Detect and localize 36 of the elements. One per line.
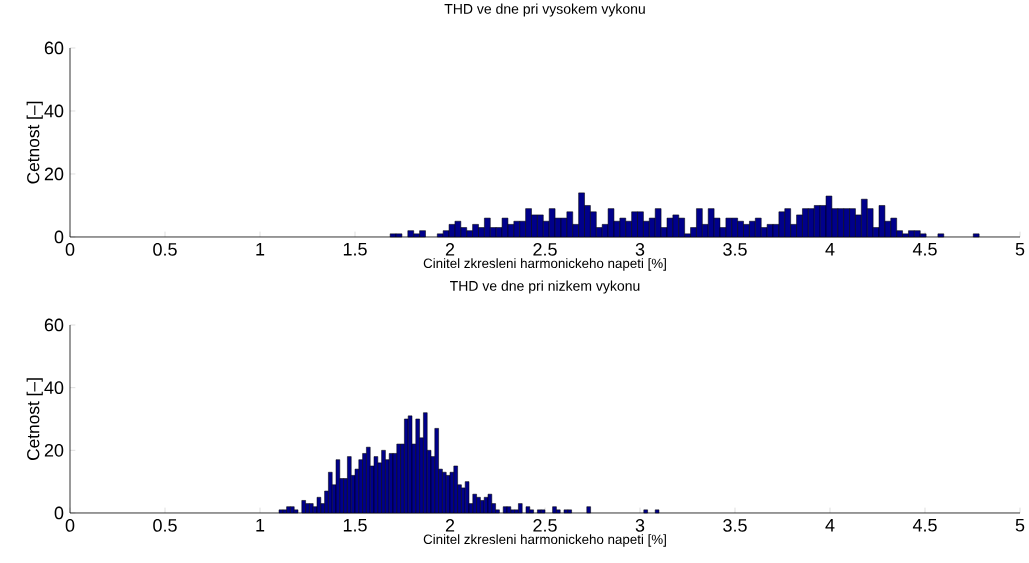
x-tick-label: 1 bbox=[256, 243, 265, 256]
x-tick-label: 4.5 bbox=[912, 519, 937, 532]
x-axis-title: Cinitel zkresleni harmonickeho napeti [%] bbox=[423, 258, 666, 271]
x-tick-label: 2.5 bbox=[533, 519, 557, 532]
x-axis-title: Cinitel zkresleni harmonickeho napeti [%] bbox=[423, 534, 666, 547]
x-tick-label: 0 bbox=[65, 243, 75, 256]
x-tick-label: 5 bbox=[1015, 243, 1025, 256]
y-tick-label: 40 bbox=[44, 381, 64, 395]
x-tick-label: 4 bbox=[825, 243, 835, 256]
x-tick-label: 4.5 bbox=[912, 243, 937, 256]
y-tick-label: 0 bbox=[54, 230, 64, 244]
x-tick-label: 3 bbox=[635, 519, 645, 532]
x-tick-label: 3.5 bbox=[723, 519, 747, 532]
y-tick-label: 20 bbox=[44, 167, 64, 181]
chart-title: THD ve dne pri vysokem vykonu bbox=[444, 3, 645, 17]
x-tick-label: 0 bbox=[65, 519, 75, 532]
chart-title: THD ve dne pri nizkem vykonu bbox=[450, 280, 640, 294]
x-tick-label: 1 bbox=[256, 519, 265, 532]
x-tick-label: 1.5 bbox=[343, 519, 367, 532]
y-axis-title: Cetnost [–] bbox=[26, 101, 43, 184]
y-tick-label: 20 bbox=[44, 443, 64, 457]
x-tick-label: 2.5 bbox=[533, 243, 557, 256]
y-tick-label: 40 bbox=[44, 104, 64, 118]
x-tick-label: 1.5 bbox=[343, 243, 367, 256]
y-tick-label: 60 bbox=[44, 41, 64, 55]
y-axis-title: Cetnost [–] bbox=[26, 378, 43, 461]
x-tick-label: 5 bbox=[1015, 519, 1025, 532]
x-tick-label: 0.5 bbox=[153, 519, 177, 532]
x-tick-label: 0.5 bbox=[153, 243, 177, 256]
x-tick-label: 3.5 bbox=[723, 243, 747, 256]
y-tick-label: 0 bbox=[54, 506, 64, 520]
y-tick-label: 60 bbox=[44, 318, 64, 332]
x-tick-label: 4 bbox=[825, 519, 835, 532]
x-tick-label: 2 bbox=[445, 519, 455, 532]
x-tick-label: 2 bbox=[445, 243, 455, 256]
x-tick-label: 3 bbox=[635, 243, 645, 256]
